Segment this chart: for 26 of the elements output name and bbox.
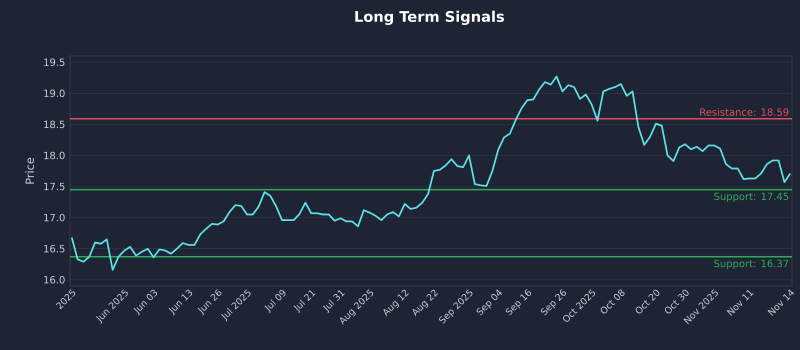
x-tick-label: Jul 21 [294,290,316,314]
y-tick-label: 19.0 [44,90,65,98]
y-tick-label: 17.5 [44,182,64,190]
x-tick-label: Jun 03 [134,290,158,316]
x-tick-label: Oct 20 [636,290,660,314]
x-tick-label: Sep 26 [540,289,566,316]
y-axis-title: Price [25,158,34,184]
x-tick-label: Sep 16 [506,289,532,316]
x-tick-label: Sep 04 [476,289,502,316]
ref-line-label: Resistance: 18.59 [700,108,788,116]
y-tick-label: 18.0 [44,152,65,160]
x-tick-label: Jul 09 [264,290,286,314]
x-tick-label: Jun 13 [168,290,192,316]
y-tick-label: 16.5 [44,244,64,252]
ref-line-label: Support: 17.45 [714,192,788,202]
chart-title: Long Term Signals [355,10,504,25]
x-tick-label: Nov 11 [726,290,754,316]
x-tick-label: Oct 30 [664,290,689,314]
x-tick-label: Jul 31 [322,290,345,314]
y-tick-label: 18.5 [44,120,64,128]
x-tick-label: Oct 08 [600,290,625,314]
y-tick-label: 16.0 [44,276,65,284]
y-tick-label: 17.0 [44,214,65,222]
y-tick-label: 19.5 [44,58,64,66]
x-tick-label: Jun 26 [198,289,222,316]
ref-line-label: Support: 16.37 [714,260,788,270]
